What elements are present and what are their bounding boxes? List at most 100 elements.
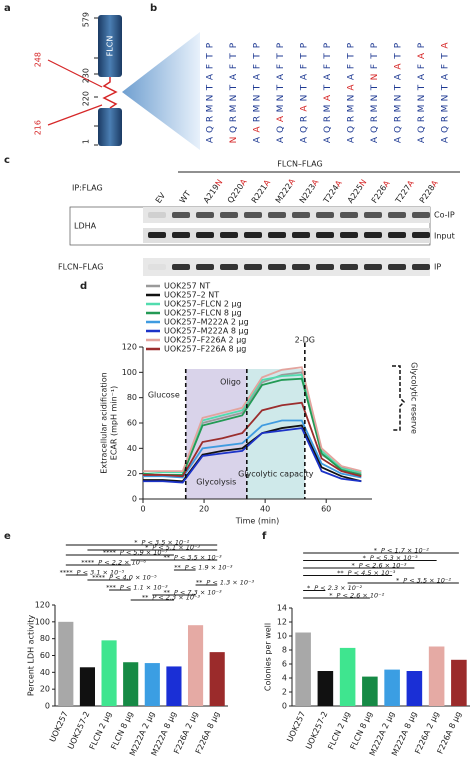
- y-tick-label: 14: [277, 604, 287, 613]
- band: [340, 264, 358, 270]
- band: [220, 232, 238, 238]
- band: [388, 264, 406, 270]
- band: [172, 212, 190, 218]
- residue-letter: T: [441, 53, 451, 60]
- residue-letter: A: [253, 126, 263, 133]
- significance: ****: [81, 559, 95, 567]
- y-tick-label: 20: [40, 685, 50, 694]
- residue-letter: N: [417, 95, 427, 102]
- residue-letter: A: [323, 73, 333, 80]
- residue-letter: Q: [417, 126, 427, 133]
- lane-label: A219N: [201, 178, 224, 205]
- residue-letter: A: [417, 73, 427, 80]
- panel-label: c: [4, 155, 10, 166]
- residue-letter: A: [276, 115, 286, 122]
- lane-mutation: A: [405, 178, 416, 188]
- protein-name: FLCN: [106, 36, 115, 57]
- significance: **: [163, 554, 170, 562]
- band: [340, 232, 358, 238]
- residue-letter: M: [394, 105, 404, 113]
- residue-letter: P: [394, 42, 404, 48]
- band: [196, 264, 214, 270]
- residue-letter: M: [370, 105, 380, 113]
- residue-letter: P: [229, 42, 239, 48]
- residue-letter: A: [300, 105, 310, 112]
- residue-letter: P: [276, 42, 286, 48]
- band: [196, 212, 214, 218]
- x-tick-label: F226A 8 μg: [435, 710, 462, 755]
- bar: [384, 669, 400, 706]
- residue-letter: Q: [394, 126, 404, 133]
- lane-label: T224A: [321, 178, 344, 205]
- residue-label: 579: [82, 12, 91, 27]
- y-tick-label: 20: [127, 469, 137, 478]
- residue-letter: T: [229, 84, 239, 91]
- y-tick-label: 120: [122, 343, 137, 352]
- residue-letter: F: [417, 64, 427, 69]
- significance: *: [396, 577, 400, 585]
- y-tick-label: 8: [282, 646, 287, 655]
- bar: [295, 632, 311, 706]
- significance: **: [142, 594, 149, 602]
- y-tick-label: 0: [45, 702, 50, 711]
- lane-label: F226A: [369, 178, 391, 204]
- y-tick-label: 60: [40, 651, 50, 660]
- reserve-bracket: [392, 365, 406, 431]
- significance: *: [145, 544, 149, 552]
- residue-label: 1: [82, 139, 91, 144]
- band: [268, 232, 286, 238]
- x-tick-label: 40: [260, 505, 270, 514]
- bar: [209, 652, 225, 706]
- residue-letter: M: [276, 105, 286, 113]
- blot: [143, 258, 430, 276]
- region-label: Glycolytic capacity: [238, 470, 314, 479]
- y-tick-label: 6: [282, 660, 287, 669]
- residue-letter: T: [347, 53, 357, 60]
- series-line: [142, 377, 362, 476]
- x-axis-label: Time (min): [235, 517, 279, 526]
- p-value: P < 4.5 × 10⁻³: [348, 569, 396, 577]
- residue-letter: T: [276, 84, 286, 91]
- y-tick-label: 80: [40, 634, 50, 643]
- residue-letter: F: [229, 64, 239, 69]
- residue-letter: M: [441, 105, 451, 113]
- residue-letter: F: [300, 64, 310, 69]
- residue-letter: T: [253, 53, 263, 60]
- residue-letter: A: [417, 52, 427, 59]
- p-value: P < 3.5 × 10⁻³: [174, 554, 222, 562]
- band: [412, 212, 430, 218]
- residue-letter: T: [206, 53, 216, 60]
- residue-letter: T: [300, 84, 310, 91]
- residue-letter: N: [394, 95, 404, 102]
- residue-label: 230: [82, 68, 91, 83]
- lane-label: N223A: [297, 177, 320, 204]
- p-value: P < 2.6 × 10⁻³: [359, 562, 407, 570]
- residue-letter: P: [323, 42, 333, 48]
- y-tick-label: 40: [127, 444, 137, 453]
- row-label: FLCN–FLAG: [58, 263, 103, 272]
- band: [244, 212, 262, 218]
- residue-letter: R: [229, 116, 239, 122]
- band: [388, 232, 406, 238]
- residue-letter: R: [206, 116, 216, 122]
- p-value: P < 1.1 × 10⁻³: [120, 584, 168, 592]
- residue-label: 216: [34, 120, 43, 135]
- residue-letter: A: [347, 73, 357, 80]
- residue-letter: A: [441, 136, 451, 143]
- significance: *: [307, 584, 311, 592]
- y-tick-label: 100: [122, 368, 137, 377]
- y-tick-label: 12: [277, 618, 287, 627]
- residue-letter: F: [206, 64, 216, 69]
- p-value: P < 4.0 × 10⁻⁵: [109, 574, 157, 582]
- band: [292, 264, 310, 270]
- significance: **: [163, 589, 170, 597]
- significance: *: [329, 592, 333, 600]
- residue-letter: A: [394, 73, 404, 80]
- bar: [406, 671, 423, 706]
- p-value: P < 1.9 × 10⁻³: [185, 564, 233, 572]
- legend-label: UOK257–FLCN 2 μg: [164, 300, 242, 309]
- series-line: [143, 424, 362, 483]
- y-tick-label: 80: [127, 393, 137, 402]
- band: [220, 212, 238, 218]
- bar: [187, 625, 204, 706]
